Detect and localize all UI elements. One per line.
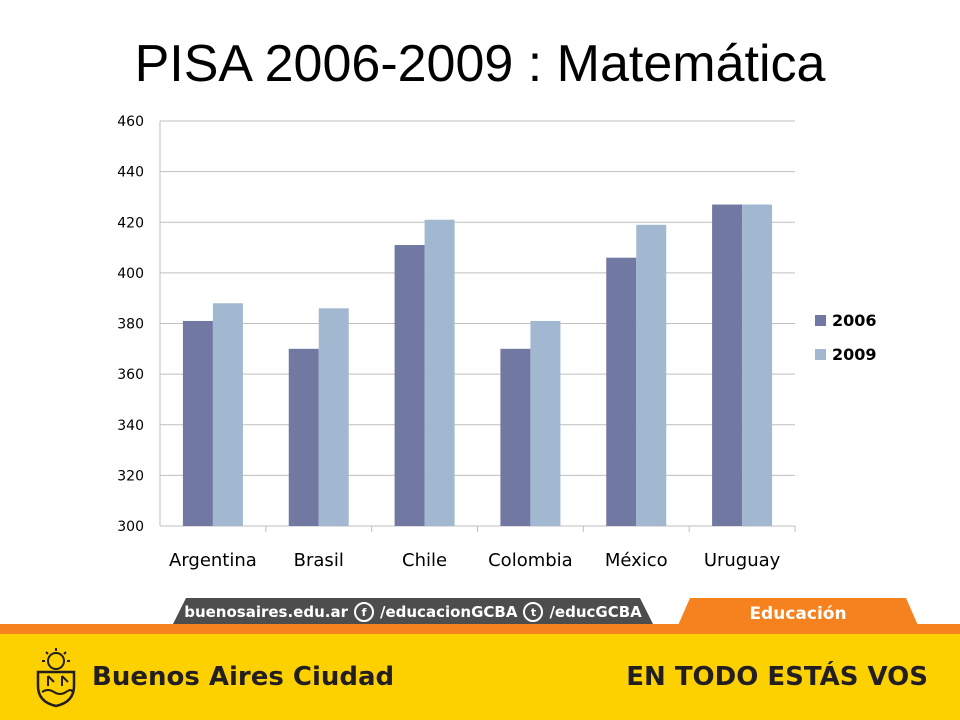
bar-2009-Brasil [318, 308, 349, 526]
bar-2006-Argentina [182, 320, 213, 526]
bar-2006-Chile [394, 245, 425, 526]
bars [182, 204, 773, 526]
facebook-icon: f [354, 602, 374, 622]
legend-swatch-2009 [815, 349, 826, 360]
y-tick-label: 440 [117, 165, 144, 181]
y-tick-label: 460 [117, 114, 144, 130]
facebook-handle[interactable]: /educacionGCBA [379, 603, 518, 621]
bar-2009-Chile [424, 219, 455, 526]
bar-2009-Argentina [212, 303, 243, 526]
y-tick-label: 400 [117, 266, 144, 282]
bar-2009-Uruguay [742, 204, 773, 526]
y-tick-label: 340 [117, 418, 144, 434]
orange-divider [0, 624, 960, 634]
x-category-label: Argentina [169, 550, 257, 571]
social-links-bar: buenosaires.edu.ar f /educacionGCBA t /e… [172, 598, 654, 626]
legend-label-2009: 2009 [832, 345, 877, 364]
x-axis-labels: Argentina Brasil Chile Colombia México Urugua… [169, 550, 781, 571]
x-category-label: Uruguay [704, 550, 781, 571]
x-category-label: Colombia [488, 550, 573, 571]
bar-2006-Uruguay [712, 204, 743, 526]
legend: 2006 2009 [815, 311, 877, 364]
x-category-label: Brasil [294, 550, 344, 571]
slogan: EN TODO ESTÁS VOS [626, 662, 928, 692]
bar-2006-México [606, 257, 637, 526]
bar-2009-Colombia [530, 320, 561, 526]
twitter-handle[interactable]: /educGCBA [549, 603, 642, 621]
footer-band: Buenos Aires Ciudad EN TODO ESTÁS VOS [0, 634, 960, 720]
legend-swatch-2006 [815, 315, 826, 326]
y-tick-label: 300 [117, 519, 144, 535]
bar-2006-Brasil [288, 348, 319, 526]
slide-title: PISA 2006-2009 : Matemática [134, 35, 826, 93]
bar-chart: 300 320 340 360 380 400 420 440 460 Argentina Bra… [117, 114, 877, 571]
y-tick-label: 360 [117, 367, 144, 383]
y-tick-label: 320 [117, 468, 144, 484]
bar-2006-Colombia [500, 348, 531, 526]
site-link[interactable]: buenosaires.edu.ar [184, 603, 348, 621]
y-axis-ticks: 300 320 340 360 380 400 420 440 460 [117, 114, 144, 535]
x-category-label: México [605, 550, 668, 571]
x-category-label: Chile [402, 550, 447, 571]
brand-name: Buenos Aires Ciudad [92, 662, 395, 692]
legend-label-2006: 2006 [832, 311, 877, 330]
y-tick-label: 380 [117, 317, 144, 333]
y-tick-label: 420 [117, 215, 144, 231]
bar-2009-México [636, 224, 667, 526]
twitter-icon: t [523, 602, 543, 622]
city-crest-icon [36, 648, 76, 708]
gridlines [159, 120, 796, 532]
